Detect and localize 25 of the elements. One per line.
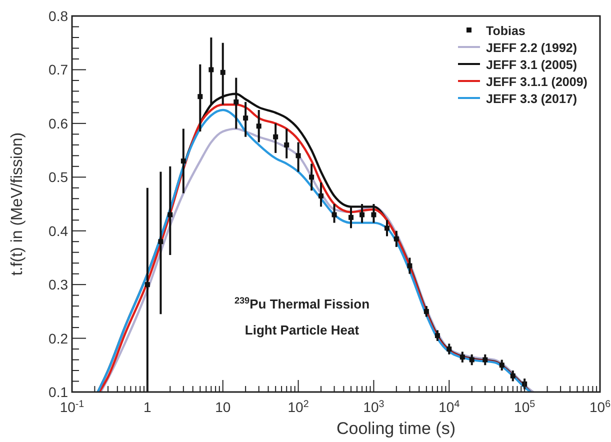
x-axis-title: Cooling time (s) — [336, 419, 456, 438]
legend-label: JEFF 3.1 (2005) — [486, 58, 578, 72]
x-tick-label: 10$^{-1}$ — [60, 398, 84, 415]
y-tick-label: 0.2 — [48, 330, 68, 346]
x-tick-label: 10$^{6}$ — [589, 398, 611, 415]
y-tick-label: 0.8 — [48, 8, 68, 24]
legend-label: JEFF 3.1.1 (2009) — [486, 75, 588, 89]
y-axis-title: t.f(t) in (MeV/fission) — [9, 132, 26, 276]
y-tick-label: 0.5 — [48, 169, 68, 186]
y-tick-label: 0.3 — [48, 276, 68, 293]
x-tick-label: 10$^{2}$ — [288, 398, 309, 415]
x-tick-label: 1 — [144, 399, 152, 415]
legend-label: JEFF 3.3 (2017) — [486, 92, 578, 106]
x-tick-label: 10$^{3}$ — [363, 398, 385, 415]
annotation: Light Particle Heat — [244, 322, 360, 338]
y-tick-label: 0.4 — [48, 222, 68, 239]
legend-label: Tobias — [486, 24, 526, 38]
x-tick-label: 10$^{4}$ — [438, 398, 460, 415]
legend-label: JEFF 2.2 (1992) — [486, 41, 578, 55]
x-tick-label: 10 — [215, 399, 231, 415]
x-tick-label: 10$^{5}$ — [514, 398, 536, 415]
annotation: $^{239}$Pu Thermal Fission — [234, 296, 370, 312]
y-tick-label: 0.7 — [48, 62, 68, 78]
y-tick-label: 0.1 — [48, 384, 68, 400]
y-tick-label: 0.6 — [48, 115, 68, 132]
